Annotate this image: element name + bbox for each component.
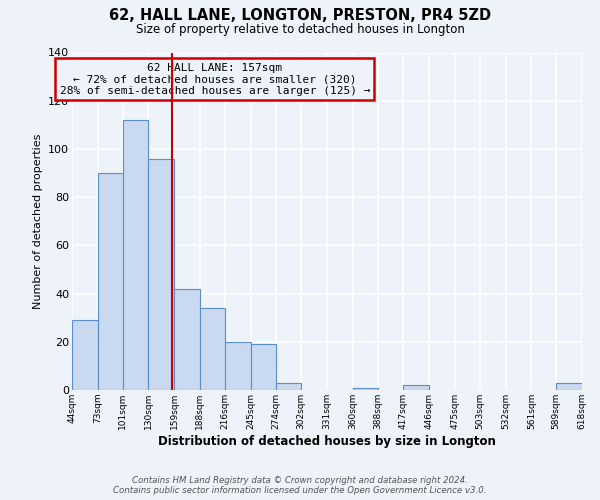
Bar (353, 388, 377, 390)
Bar (122, 120, 148, 390)
Bar (174, 289, 200, 390)
Bar (72, 320, 98, 390)
Bar (403, 385, 429, 390)
Text: 62 HALL LANE: 157sqm
← 72% of detached houses are smaller (320)
28% of semi-deta: 62 HALL LANE: 157sqm ← 72% of detached h… (59, 62, 370, 96)
Bar (251, 344, 277, 390)
Text: 62, HALL LANE, LONGTON, PRESTON, PR4 5ZD: 62, HALL LANE, LONGTON, PRESTON, PR4 5ZD (109, 8, 491, 22)
Bar (148, 158, 174, 390)
Y-axis label: Number of detached properties: Number of detached properties (32, 134, 43, 309)
Bar (277, 383, 301, 390)
Bar (200, 308, 225, 390)
X-axis label: Distribution of detached houses by size in Longton: Distribution of detached houses by size … (158, 434, 496, 448)
Text: Contains HM Land Registry data © Crown copyright and database right 2024.
Contai: Contains HM Land Registry data © Crown c… (113, 476, 487, 495)
Bar (98, 173, 122, 390)
Bar (556, 383, 582, 390)
Text: Size of property relative to detached houses in Longton: Size of property relative to detached ho… (136, 22, 464, 36)
Bar (225, 342, 251, 390)
